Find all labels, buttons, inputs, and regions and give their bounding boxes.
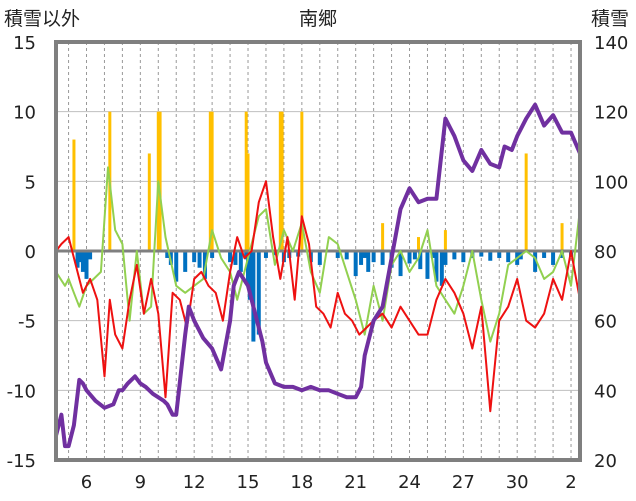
- line-series: [54, 102, 582, 449]
- precip-bar: [158, 111, 162, 252]
- left-tick-label: -5: [18, 312, 36, 333]
- snow_change-bar: [233, 251, 238, 265]
- x-tick-label: 2: [565, 472, 576, 493]
- snow_change-bar: [353, 251, 358, 277]
- precip-bar: [416, 237, 420, 251]
- snow_change-bar: [452, 251, 457, 260]
- x-tick-label: 15: [237, 472, 260, 493]
- right-tick-label: 120: [594, 103, 628, 124]
- snow_change-bar: [380, 251, 385, 265]
- snow_change-bar: [256, 251, 261, 335]
- snow_change-bar: [479, 251, 484, 257]
- precip-bar: [560, 223, 564, 251]
- snow_change-bar: [238, 251, 243, 272]
- snow_change-bar: [488, 251, 493, 261]
- right-axis-title: 積雪: [591, 8, 629, 30]
- snow_change-bar: [506, 251, 511, 263]
- snow_change-bar: [362, 251, 367, 258]
- snow_change-bar: [228, 251, 233, 263]
- snow_change-bar: [398, 251, 403, 277]
- left-tick-label: 10: [13, 103, 36, 124]
- snow_change-bar: [533, 251, 538, 272]
- precip-bar: [443, 230, 447, 251]
- snow_change-bar: [551, 251, 556, 265]
- snow_change-bar: [412, 251, 417, 260]
- snow_change-bar: [251, 251, 256, 342]
- left-axis-title: 積雪以外: [4, 8, 80, 30]
- right-tick-label: 100: [594, 172, 628, 193]
- right-tick-label: 20: [594, 451, 617, 472]
- precip-bar: [72, 139, 76, 251]
- left-axis: 15 10 5 0 -5 -10 -15: [7, 33, 36, 472]
- x-tick-label: 18: [290, 472, 313, 493]
- precip-bar: [208, 111, 212, 252]
- snow_change-bar: [542, 251, 547, 258]
- chart-title: 南郷: [299, 8, 337, 30]
- snow_change-bar: [317, 251, 322, 265]
- precip-bar: [147, 153, 151, 251]
- plot-frame: [54, 40, 582, 462]
- snow_change-bar: [88, 251, 93, 260]
- precip-bar: [300, 111, 304, 252]
- snow_change-bar: [192, 251, 197, 263]
- snow_change-bar: [335, 251, 340, 258]
- right-tick-label: 40: [594, 381, 617, 402]
- snow_change-bar: [425, 251, 430, 279]
- snow_change-bar: [84, 251, 89, 279]
- snow_change-bar: [359, 251, 364, 265]
- precip-bar: [210, 111, 214, 252]
- x-tick-label: 6: [81, 472, 92, 493]
- snow_change-bar: [165, 251, 170, 258]
- snow_change-bar: [497, 251, 502, 258]
- snow_change-bar: [174, 251, 179, 282]
- x-tick-label: 12: [183, 472, 206, 493]
- snow_change-bar: [80, 251, 85, 272]
- snow_change-bar: [247, 251, 252, 300]
- left-tick-label: -15: [7, 451, 36, 472]
- right-axis: 140 120 100 80 60 40 20: [594, 33, 628, 472]
- left-tick-label: 0: [25, 242, 36, 263]
- snow_change-bar: [418, 251, 423, 270]
- snow_depth-line: [54, 102, 582, 449]
- temp_max-line: [55, 166, 581, 343]
- snow_change-bar: [434, 251, 439, 282]
- left-tick-label: 5: [25, 172, 36, 193]
- snow_change-bar: [461, 251, 466, 263]
- precip-bar: [524, 153, 528, 251]
- snow_change-bar: [210, 251, 215, 258]
- x-tick-label: 24: [398, 472, 421, 493]
- snow_change-bar: [407, 251, 412, 264]
- x-tick-label: 30: [506, 472, 529, 493]
- precip-bar: [246, 153, 250, 251]
- precip-bar: [278, 111, 282, 252]
- temp_min-line: [55, 180, 581, 413]
- snow_change-bar: [197, 251, 202, 268]
- left-tick-label: -10: [7, 381, 36, 402]
- snow_change-bar: [430, 251, 435, 258]
- right-tick-label: 60: [594, 312, 617, 333]
- precip-bar: [381, 223, 385, 251]
- x-tick-label: 21: [344, 472, 367, 493]
- precip-bar: [280, 111, 284, 252]
- plot-border: [54, 40, 582, 462]
- right-tick-label: 80: [594, 242, 617, 263]
- x-tick-label: 9: [135, 472, 146, 493]
- left-tick-label: 15: [13, 33, 36, 54]
- snow_change-bar: [366, 251, 371, 272]
- snow_change-bar: [371, 251, 376, 263]
- snow_change-bar: [443, 251, 448, 265]
- snow_change-bar: [344, 251, 349, 260]
- snow_change-bar: [183, 251, 188, 272]
- snow_change-bar: [77, 251, 82, 263]
- right-tick-label: 140: [594, 33, 628, 54]
- precip-bar: [244, 111, 248, 252]
- snow_change-bar: [439, 251, 444, 286]
- x-axis: 6 9 12 15 18 21 24 27 30 2: [81, 472, 577, 493]
- snow_change-bar: [263, 251, 268, 258]
- x-tick-label: 27: [452, 472, 475, 493]
- bar-series: [72, 111, 574, 342]
